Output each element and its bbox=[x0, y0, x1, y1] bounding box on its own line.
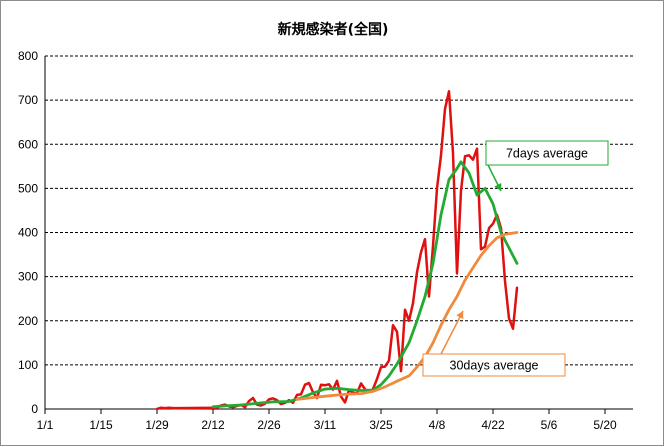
annotations: 7days average 30days average bbox=[422, 140, 609, 377]
y-tick-label-500: 500 bbox=[18, 181, 38, 195]
x-tick-label-1-1: 1/1 bbox=[37, 418, 54, 432]
annotation-7days-box bbox=[485, 140, 609, 166]
x-tick-label-2-26: 2/26 bbox=[257, 418, 281, 432]
x-tick-label-5-6: 5/6 bbox=[541, 418, 558, 432]
annotation-30days-arrow bbox=[440, 310, 464, 355]
annotation-30days-arrowhead bbox=[456, 311, 464, 320]
y-tick-label-300: 300 bbox=[18, 270, 38, 284]
series-lines bbox=[155, 90, 519, 411]
x-tick-label-3-25: 3/25 bbox=[369, 418, 393, 432]
x-tick-label-4-8: 4/8 bbox=[429, 418, 446, 432]
y-tick-label-200: 200 bbox=[18, 314, 38, 328]
x-tick-label-1-15: 1/15 bbox=[89, 418, 113, 432]
chart-title: 新規感染者(全国) bbox=[278, 21, 389, 38]
y-tick-label-400: 400 bbox=[18, 226, 38, 240]
annotation-7days-label: 7days average bbox=[506, 147, 588, 161]
y-tick-label-600: 600 bbox=[18, 137, 38, 151]
avg-7days-line bbox=[211, 160, 519, 409]
y-tick-label-700: 700 bbox=[18, 93, 38, 107]
annotation-30days-label: 30days average bbox=[450, 359, 539, 373]
x-tick-label-4-22: 4/22 bbox=[481, 418, 505, 432]
x-tick-label-2-12: 2/12 bbox=[201, 418, 225, 432]
y-tick-label-800: 800 bbox=[18, 49, 38, 63]
x-tick-label-5-20: 5/20 bbox=[593, 418, 617, 432]
annotation-7days-arrowhead bbox=[494, 183, 502, 191]
y-tick-label-0: 0 bbox=[31, 402, 38, 416]
x-tick-label-1-29: 1/29 bbox=[145, 418, 169, 432]
axes: 0 100 200 300 400 500 600 700 800 1/1 1/15 1/29 2/12… bbox=[18, 49, 633, 432]
avg-30days-line bbox=[295, 231, 519, 401]
annotation-30days-box bbox=[422, 353, 566, 377]
x-tick-label-3-11: 3/11 bbox=[314, 418, 337, 432]
y-tick-label-100: 100 bbox=[18, 358, 38, 372]
gridlines bbox=[45, 55, 633, 366]
